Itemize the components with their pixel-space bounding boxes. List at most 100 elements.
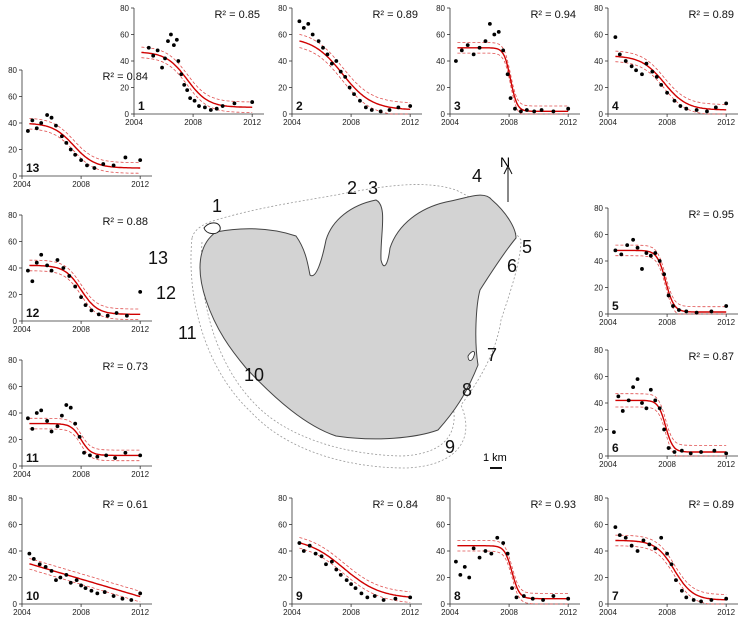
x-tick-label: 2008 <box>658 118 676 127</box>
fit-curve <box>615 55 727 111</box>
data-point <box>369 108 374 112</box>
ci-upper <box>29 417 141 451</box>
data-point <box>613 35 618 40</box>
data-point <box>74 578 79 583</box>
y-tick-label: 80 <box>436 494 445 503</box>
data-point <box>101 162 106 166</box>
fit-curve <box>29 563 141 598</box>
y-tick-label: 0 <box>125 110 130 119</box>
data-point <box>617 533 622 537</box>
data-point <box>30 427 35 431</box>
panel-id-label: 4 <box>612 99 619 113</box>
x-tick-label: 2012 <box>131 180 149 189</box>
y-tick-label: 20 <box>278 84 287 93</box>
data-point <box>325 52 330 57</box>
site-label-12: 12 <box>156 283 177 303</box>
data-point <box>113 456 117 460</box>
chart-svg: 0 20 40 60 80 2004 2008 2012 R² = 0.87 6 <box>594 346 738 469</box>
data-point <box>709 598 714 602</box>
chart-panel-6: 0 20 40 60 80 2004 2008 2012 R² = 0.87 6 <box>586 342 742 470</box>
x-tick-label: 2012 <box>401 608 419 617</box>
ci-upper <box>615 534 727 595</box>
x-tick-label: 2008 <box>72 180 90 189</box>
x-tick-label: 2012 <box>559 608 577 617</box>
data-point <box>662 427 667 432</box>
data-point <box>629 543 634 548</box>
data-point <box>471 546 476 551</box>
data-point <box>699 599 703 604</box>
data-point <box>530 596 535 601</box>
ci-upper <box>29 118 141 164</box>
site-label-1: 1 <box>212 196 223 216</box>
data-point <box>613 525 618 530</box>
data-point <box>64 572 69 577</box>
data-point <box>68 147 73 152</box>
fit-curve <box>29 123 141 169</box>
x-tick-label: 2012 <box>717 608 735 617</box>
panel-id-label: 9 <box>296 589 303 603</box>
y-tick-label: 60 <box>594 31 603 40</box>
data-point <box>613 248 618 253</box>
site-label-5: 5 <box>522 237 533 257</box>
data-point <box>179 72 184 77</box>
y-tick-label: 40 <box>436 547 445 556</box>
panel-id-label: 12 <box>26 306 40 320</box>
fit-curve <box>615 539 727 601</box>
ci-upper <box>299 537 411 593</box>
data-point <box>524 108 529 112</box>
fit-curve <box>299 542 411 598</box>
y-tick-label: 20 <box>594 284 603 293</box>
data-point <box>160 65 164 70</box>
x-tick-label: 2008 <box>658 318 676 327</box>
data-point <box>185 88 190 93</box>
data-point <box>68 405 73 410</box>
x-tick-label: 2008 <box>500 118 518 127</box>
data-point <box>678 104 683 108</box>
ci-lower <box>141 57 253 113</box>
y-tick-label: 60 <box>594 373 603 382</box>
data-point <box>352 92 356 97</box>
data-point <box>551 594 556 598</box>
y-tick-label: 20 <box>594 426 603 435</box>
data-point <box>83 303 88 307</box>
data-point <box>82 450 86 455</box>
data-point <box>307 543 312 548</box>
data-point <box>68 580 73 585</box>
data-point <box>338 69 343 74</box>
data-point <box>705 109 709 114</box>
x-tick-label: 2012 <box>243 118 261 127</box>
y-tick-label: 20 <box>278 574 287 583</box>
data-point <box>39 121 44 125</box>
data-point <box>387 108 392 112</box>
y-tick-label: 0 <box>599 452 604 461</box>
ci-lower <box>29 568 141 603</box>
y-tick-label: 80 <box>8 356 17 365</box>
y-tick-label: 80 <box>120 4 129 13</box>
data-point <box>34 411 39 415</box>
x-tick-label: 2012 <box>559 118 577 127</box>
data-point <box>657 259 662 263</box>
x-tick-label: 2004 <box>283 118 301 127</box>
chart-panel-12: 0 20 40 60 80 2004 2008 2012 R² = 0.88 12 <box>0 207 156 335</box>
x-tick-label: 2004 <box>599 118 617 127</box>
chart-svg: 0 20 40 60 80 2004 2008 2012 R² = 0.95 5 <box>594 204 738 327</box>
data-point <box>301 25 306 30</box>
data-point <box>566 596 571 601</box>
chart-panel-13: 0 20 40 60 80 2004 2008 2012 R² = 0.84 13 <box>0 62 156 190</box>
data-point <box>510 586 514 590</box>
y-tick-label: 40 <box>278 547 287 556</box>
data-point <box>347 85 352 90</box>
chart-panel-2: 0 20 40 60 80 2004 2008 2012 R² = 0.89 2 <box>270 0 426 128</box>
ci-lower <box>299 547 411 603</box>
x-tick-label: 2012 <box>717 118 735 127</box>
y-tick-label: 60 <box>594 521 603 530</box>
y-tick-label: 20 <box>8 291 17 300</box>
y-tick-label: 60 <box>278 31 287 40</box>
data-point <box>363 105 368 110</box>
data-point <box>483 549 488 553</box>
island-map <box>190 164 522 469</box>
data-point <box>496 29 501 34</box>
data-point <box>659 535 664 540</box>
y-tick-label: 80 <box>278 4 287 13</box>
panel-id-label: 11 <box>26 451 39 465</box>
